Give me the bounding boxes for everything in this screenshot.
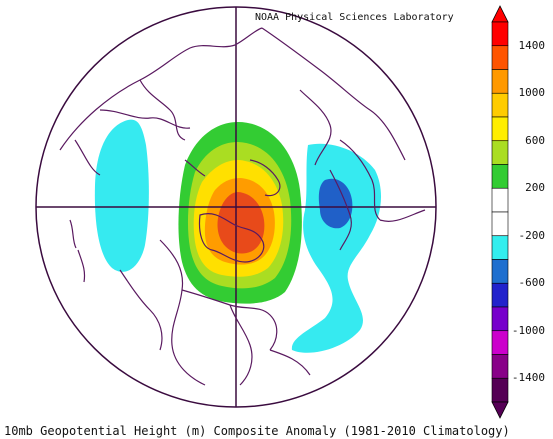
negative-anomaly-west: [94, 119, 149, 272]
colorbar-bottom-arrow: [491, 401, 509, 419]
colorbar-label: 200: [525, 181, 545, 195]
colorbar-label: -600: [518, 276, 546, 290]
footer-title: 10mb Geopotential Height (m) Composite A…: [4, 424, 510, 438]
colorbar-label: -1000: [511, 323, 545, 337]
colorbar-label: 600: [525, 133, 545, 147]
negative-anomaly-core: [318, 178, 353, 229]
lab-label: NOAA Physical Sciences Laboratory: [255, 12, 454, 23]
colorbar-label: 1400: [518, 38, 546, 52]
colorbar-top-arrow: [491, 5, 509, 23]
colorbar-label: 1000: [518, 86, 546, 100]
negative-anomaly-east: [291, 143, 382, 353]
colorbar-label: -200: [518, 228, 546, 242]
colorbar-label: -1400: [511, 371, 545, 385]
coastlines: [59, 27, 426, 386]
colorbar: [491, 5, 509, 419]
